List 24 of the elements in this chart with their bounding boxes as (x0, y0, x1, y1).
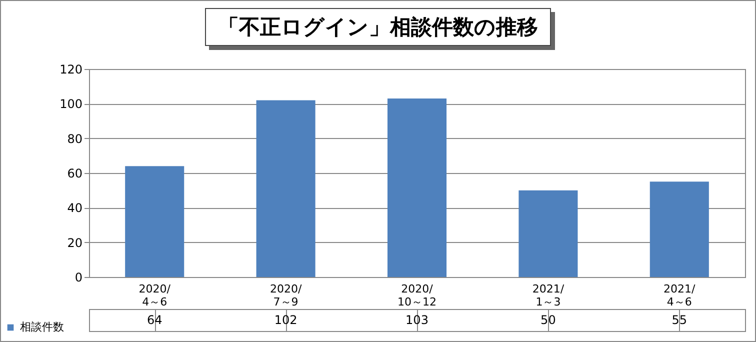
x-tick-label: 2020/7～9 (270, 282, 302, 308)
bar (125, 166, 184, 277)
y-tick-label: 120 (60, 62, 82, 76)
y-tick-label: 0 (74, 270, 82, 284)
data-label: 64 (146, 313, 162, 327)
y-tick-label: 80 (67, 132, 82, 146)
bar (518, 190, 578, 277)
y-tick-label: 100 (60, 97, 82, 112)
y-tick-label: 40 (67, 201, 82, 216)
x-tick-label: 2020/10～12 (398, 282, 436, 308)
x-tick-label: 2020/4～6 (138, 282, 171, 308)
x-tick-label: 2021/1～3 (532, 282, 564, 308)
bar (256, 100, 316, 277)
bar (387, 98, 447, 277)
data-label: 102 (274, 313, 298, 327)
y-tick-label: 60 (67, 166, 82, 180)
bar (650, 182, 709, 277)
legend-label: 相談件数 (20, 320, 64, 334)
chart-title: 「不正ログイン」相談件数の推移 (205, 8, 551, 46)
y-tick-label: 20 (67, 236, 82, 250)
data-label: 50 (540, 313, 556, 327)
x-tick-label: 2021/4～6 (664, 282, 696, 308)
data-label: 103 (406, 313, 428, 327)
data-label: 55 (672, 313, 688, 327)
